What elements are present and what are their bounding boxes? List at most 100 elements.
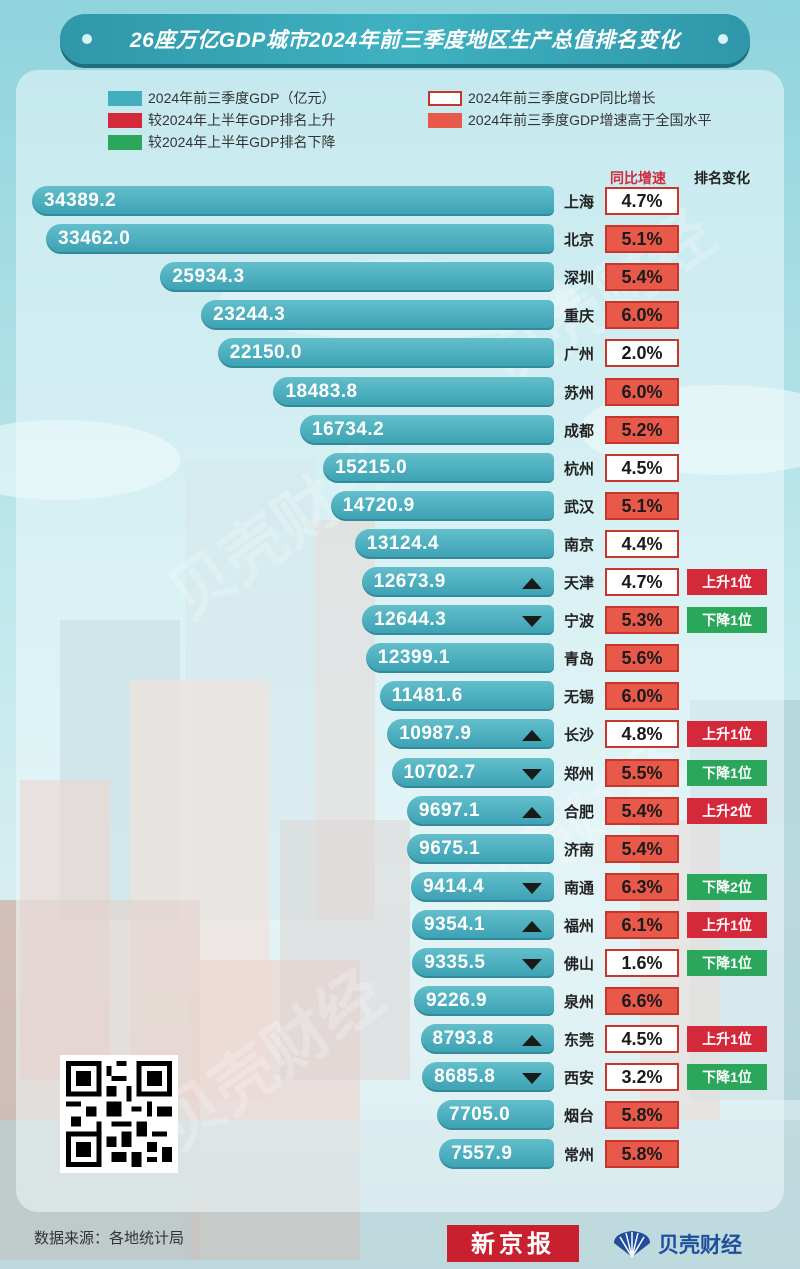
growth-rate-box: 6.3% (605, 872, 679, 901)
bar-row: 34389.2 上海 4.7% (0, 183, 800, 217)
growth-rate-box: 6.0% (605, 301, 679, 330)
bar-row: 12673.9 天津 4.7% 上升1位 (0, 564, 800, 598)
bar-row: 16734.2 成都 5.2% (0, 412, 800, 446)
legend-swatch-up (108, 112, 142, 128)
gdp-value-label: 10987.9 (399, 723, 472, 745)
growth-rate-box: 3.2% (605, 1063, 679, 1092)
gdp-bar: 7557.9 (439, 1138, 554, 1169)
city-label: 无锡 (563, 689, 594, 707)
bar-row: 12644.3 宁波 5.3% 下降1位 (0, 602, 800, 636)
triangle-down-icon (522, 1073, 542, 1085)
gdp-value-label: 9414.4 (423, 875, 485, 897)
growth-rate-box: 5.4% (605, 834, 679, 863)
rank-up-badge: 上升1位 (687, 1026, 767, 1053)
triangle-up-icon (522, 1035, 542, 1047)
legend-item-rank-down: 较2024年上半年GDP排名下降 (108, 132, 335, 152)
gdp-bar: 7705.0 (437, 1100, 554, 1131)
city-label: 苏州 (563, 384, 594, 402)
legend-label: 较2024年上半年GDP排名上升 (148, 112, 336, 128)
triangle-up-icon (522, 806, 542, 818)
bar-row: 22150.0 广州 2.0% (0, 335, 800, 369)
rank-down-badge: 下降1位 (687, 1064, 767, 1091)
gdp-value-label: 12399.1 (377, 647, 450, 669)
triangle-down-icon (522, 882, 542, 894)
bar-row: 12399.1 青岛 5.6% (0, 640, 800, 674)
gdp-bar: 8793.8 (420, 1024, 554, 1055)
triangle-up-icon (522, 730, 542, 742)
growth-rate-box: 5.5% (605, 758, 679, 787)
gdp-bar: 9354.1 (412, 909, 554, 940)
bar-row: 14720.9 武汉 5.1% (0, 488, 800, 522)
growth-rate-box: 5.2% (605, 415, 679, 444)
city-label: 上海 (563, 194, 594, 211)
growth-rate-box: 5.3% (605, 606, 679, 635)
gdp-value-label: 10702.7 (403, 761, 476, 783)
city-label: 重庆 (563, 308, 594, 326)
legend-swatch-down (108, 134, 142, 150)
growth-rate-box: 5.4% (605, 796, 679, 825)
growth-rate-box: 5.1% (605, 491, 679, 520)
bar-row: 33462.0 北京 5.1% (0, 221, 800, 255)
gdp-value-label: 23244.3 (213, 304, 286, 326)
city-label: 北京 (563, 232, 594, 250)
gdp-value-label: 15215.0 (335, 456, 408, 478)
legend-item-rank-up: 较2024年上半年GDP排名上升 (108, 110, 335, 130)
rank-down-badge: 下降1位 (687, 607, 767, 634)
city-label: 东莞 (563, 1032, 594, 1050)
gdp-value-label: 7557.9 (451, 1142, 513, 1164)
growth-rate-box: 4.4% (605, 529, 679, 558)
bar-row: 7705.0 烟台 5.8% (0, 1097, 800, 1131)
growth-rate-box: 5.8% (605, 1139, 679, 1168)
rank-up-badge: 上升1位 (687, 721, 767, 748)
bar-row: 18483.8 苏州 6.0% (0, 374, 800, 408)
city-label: 福州 (563, 917, 594, 935)
gdp-bar: 9414.4 (411, 871, 554, 902)
city-label: 青岛 (563, 651, 594, 669)
triangle-down-icon (522, 616, 542, 628)
growth-rate-box: 4.8% (605, 720, 679, 749)
gdp-bar: 8685.8 (422, 1062, 554, 1093)
bar-row: 11481.6 无锡 6.0% (0, 678, 800, 712)
gdp-value-label: 12673.9 (373, 571, 446, 592)
gdp-bar: 11481.6 (379, 681, 554, 712)
bar-row: 25934.3 深圳 5.4% (0, 259, 800, 293)
city-label: 长沙 (563, 727, 594, 745)
growth-rate-box: 6.0% (605, 377, 679, 406)
triangle-down-icon (522, 768, 542, 780)
bar-row: 8793.8 东莞 4.5% 上升1位 (0, 1021, 800, 1055)
gdp-value-label: 14720.9 (342, 494, 415, 516)
bar-row: 13124.4 南京 4.4% (0, 526, 800, 560)
rank-up-badge: 上升2位 (687, 797, 767, 824)
rank-down-badge: 下降1位 (687, 759, 767, 786)
bar-row: 9226.9 泉州 6.6% (0, 983, 800, 1017)
gdp-bar: 34389.2 (32, 186, 554, 216)
gdp-bar: 10987.9 (387, 719, 554, 750)
bar-row: 7557.9 常州 5.8% (0, 1136, 800, 1170)
gdp-value-label: 34389.2 (44, 190, 117, 211)
legend-item-gdp: 2024年前三季度GDP（亿元） (108, 88, 335, 108)
xinjingbao-logo: 新京报 (447, 1225, 579, 1262)
bar-row: 15215.0 杭州 4.5% (0, 450, 800, 484)
legend-item-above-national: 2024年前三季度GDP增速高于全国水平 (428, 110, 711, 130)
city-label: 常州 (563, 1146, 594, 1164)
gdp-value-label: 25934.3 (172, 266, 245, 288)
beike-caijing-logo: 贝壳财经 (612, 1225, 742, 1262)
triangle-up-icon (522, 920, 542, 932)
gdp-value-label: 8793.8 (432, 1028, 494, 1050)
growth-rate-box: 4.5% (605, 1025, 679, 1054)
city-label: 泉州 (563, 994, 594, 1012)
city-label: 烟台 (563, 1108, 594, 1126)
gdp-value-label: 22150.0 (229, 342, 302, 364)
city-label: 南京 (563, 536, 594, 554)
gdp-bar: 10702.7 (391, 757, 554, 788)
title-dot-icon (718, 34, 728, 44)
legend-swatch-bar (108, 90, 142, 106)
city-label: 合肥 (563, 803, 594, 821)
gdp-bar: 25934.3 (160, 262, 554, 293)
legend-label: 较2024年上半年GDP排名下降 (148, 134, 336, 150)
gdp-value-label: 11481.6 (391, 685, 463, 707)
city-label: 济南 (563, 841, 594, 859)
gdp-value-label: 9335.5 (424, 952, 486, 973)
gdp-bar: 14720.9 (330, 490, 554, 521)
gdp-value-label: 18483.8 (285, 380, 358, 402)
